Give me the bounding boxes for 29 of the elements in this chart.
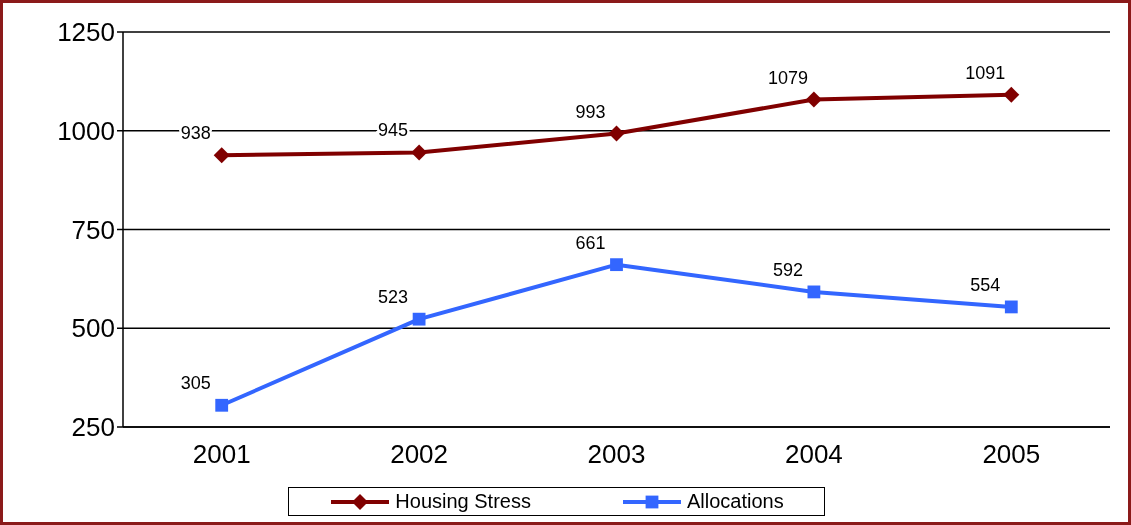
data-label: 592 xyxy=(772,259,803,280)
point xyxy=(610,258,623,272)
point xyxy=(412,312,426,326)
y-tick-label: 1000 xyxy=(57,115,115,146)
x-tick-label: 2005 xyxy=(982,439,1041,470)
data-label: 1091 xyxy=(965,62,1006,83)
y-tick-label: 250 xyxy=(71,412,115,443)
point xyxy=(805,91,822,108)
x-tick-label: 2004 xyxy=(784,439,843,470)
data-label: 554 xyxy=(970,274,1001,295)
x-tick-label: 2002 xyxy=(390,439,449,470)
point xyxy=(1004,300,1018,314)
point xyxy=(608,125,625,142)
point xyxy=(1003,86,1020,103)
y-tick-label: 500 xyxy=(71,313,115,344)
data-label: 993 xyxy=(575,101,606,122)
x-tick-label: 2001 xyxy=(192,439,251,470)
point xyxy=(411,144,428,161)
data-label: 661 xyxy=(575,232,606,253)
data-label: 523 xyxy=(378,287,409,308)
point xyxy=(215,398,229,412)
point xyxy=(213,147,230,164)
legend-label: Housing Stress xyxy=(395,490,531,513)
data-label: 1079 xyxy=(767,67,808,88)
legend-label: Allocations xyxy=(686,490,784,513)
x-tick-label: 2003 xyxy=(587,439,646,470)
data-label: 305 xyxy=(180,373,211,394)
y-tick-label: 1250 xyxy=(57,17,115,48)
y-tick-label: 750 xyxy=(71,214,115,245)
